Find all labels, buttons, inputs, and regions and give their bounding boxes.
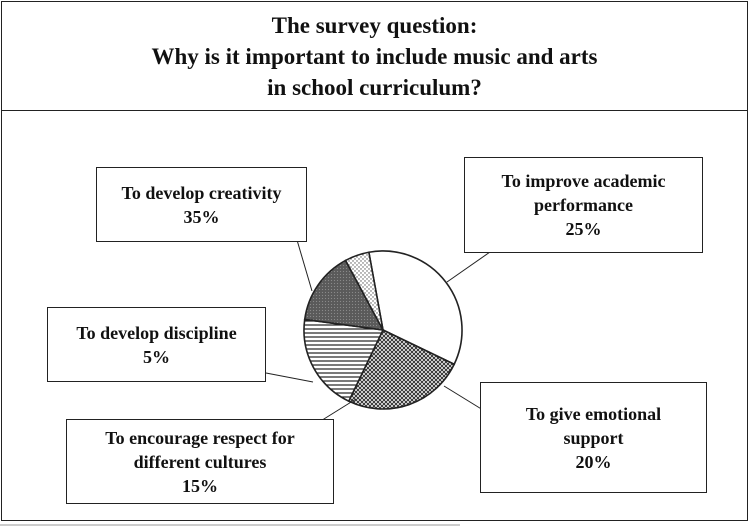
- slice-value-label: 5%: [143, 346, 170, 367]
- slice-label-text: To develop creativity: [121, 182, 282, 203]
- bottom-rule: [0, 524, 460, 526]
- pie-slice-5: [344, 251, 384, 331]
- slice-value-label: 25%: [565, 219, 602, 239]
- slice-label-text: To give emotional: [525, 403, 662, 424]
- leader-line-1: [296, 239, 313, 292]
- chart-title: The survey question: Why is it important…: [2, 2, 747, 111]
- title-line-1: The survey question:: [271, 13, 478, 38]
- slice-label-5: To develop discipline 5%: [47, 307, 266, 382]
- slice-label-text: To develop discipline: [76, 322, 237, 343]
- slice-value-label: 20%: [575, 451, 612, 472]
- leader-line-2: [446, 251, 491, 283]
- slice-label-text: To encourage respect for: [105, 427, 295, 448]
- leader-line-5: [265, 372, 314, 383]
- slice-value-label: 15%: [182, 475, 218, 496]
- title-line-3: in school curriculum?: [267, 75, 482, 100]
- chart-frame: The survey question: Why is it important…: [1, 1, 748, 521]
- pie-slice-4: [303, 259, 385, 332]
- slice-value-label: 35%: [183, 206, 220, 227]
- slice-label-1: To develop creativity 35%: [96, 167, 307, 242]
- slice-label-2: To improve academic performance 25%: [464, 157, 703, 253]
- slice-label-4: To encourage respect for different cultur…: [66, 419, 334, 504]
- slice-label-text: different cultures: [133, 451, 267, 472]
- pie-slice-1: [367, 250, 463, 366]
- pie-slice-2: [347, 328, 456, 410]
- slice-label-text: performance: [534, 195, 633, 215]
- pie-slice-3: [303, 318, 385, 403]
- slice-label-text: support: [563, 427, 624, 448]
- slice-label-3: To give emotional support 20%: [480, 382, 707, 493]
- title-line-2: Why is it important to include music and…: [151, 44, 598, 69]
- slice-label-text: To improve academic: [501, 171, 666, 191]
- pie-slices: [303, 250, 463, 410]
- leader-line-3: [443, 385, 484, 411]
